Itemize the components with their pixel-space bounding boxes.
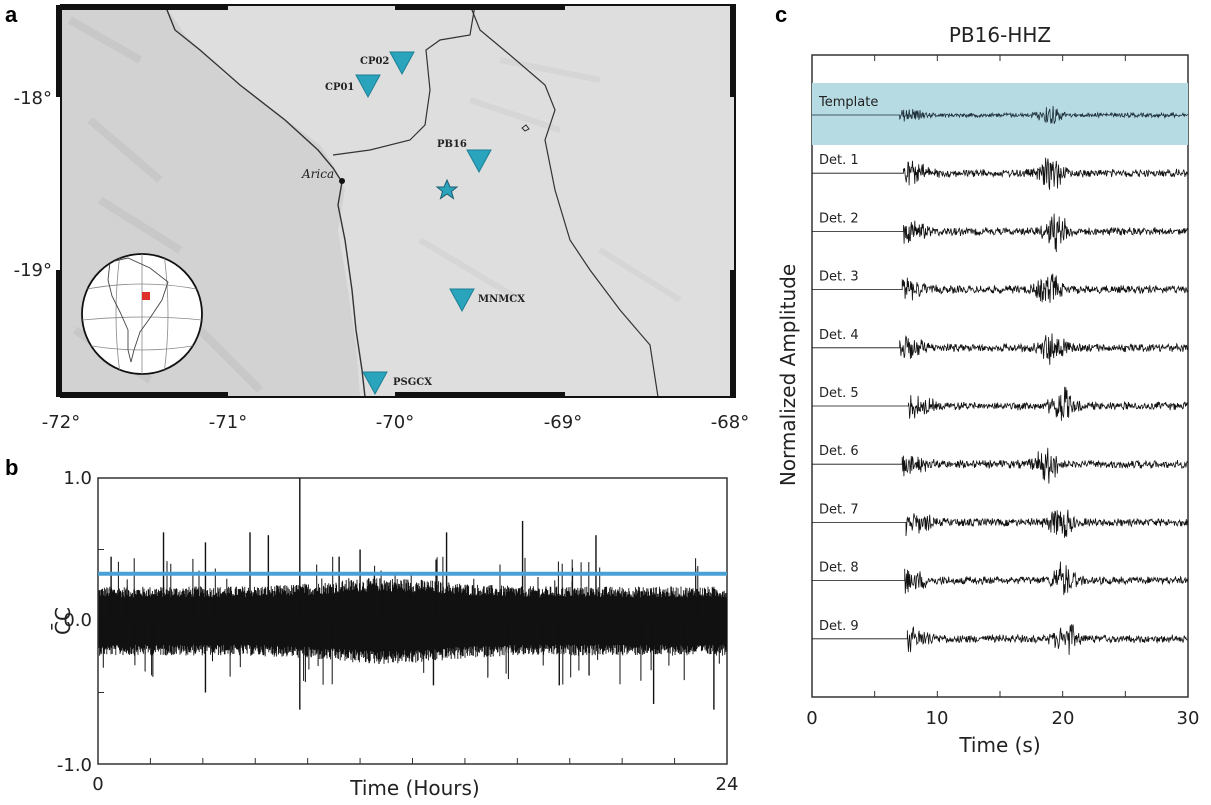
waveform-trace — [812, 333, 1189, 365]
coastline — [164, 5, 366, 397]
station-label-cp01: CP01 — [325, 82, 354, 93]
station-triangle-cp01 — [355, 74, 381, 99]
waveform-title: PB16-HHZ — [949, 23, 1051, 47]
waveform-trace — [812, 105, 1189, 124]
trace-label: Det. 5 — [819, 386, 859, 401]
waveform-trace — [812, 273, 1188, 303]
cc-noise-trace — [98, 556, 728, 685]
station-triangle-cp02 — [389, 51, 415, 76]
station-triangle-psgcx — [362, 371, 388, 396]
wf-x-tick: 30 — [1177, 708, 1200, 729]
y-tick-top: 1.0 — [63, 468, 92, 489]
wf-x-tick: 10 — [926, 708, 949, 729]
waveform-trace — [812, 561, 1189, 596]
lon-tick: -68° — [711, 412, 749, 433]
x-tick-end: 24 — [716, 774, 739, 795]
lon-tick: -70° — [376, 412, 414, 433]
cc-noise-band — [98, 578, 728, 664]
cc-chart: 1.0 0.0 -1.0 0 24 Time (Hours) C̄C — [50, 468, 738, 800]
waveform-trace — [812, 624, 1188, 655]
station-label-cp02: CP02 — [360, 56, 389, 67]
station-map: -72° -71° -70° -69° -68° -18° -19° Arica… — [14, 4, 749, 433]
lon-tick: -71° — [209, 412, 247, 433]
trace-label: Det. 1 — [819, 153, 859, 168]
waveform-trace — [812, 386, 1189, 421]
event-star-icon — [435, 178, 459, 200]
inset-globe — [81, 253, 203, 375]
y-tick-bottom: -1.0 — [57, 755, 92, 776]
panel-label-a: a — [5, 2, 18, 27]
trace-label: Template — [818, 95, 878, 110]
station-label-psgcx: PSGCX — [393, 377, 432, 388]
lat-tick: -19° — [14, 260, 52, 281]
station-label-pb16: PB16 — [437, 139, 467, 150]
inset-location-marker — [142, 292, 150, 300]
station-triangle-mnmcx — [449, 288, 475, 313]
waveform-plot-frame — [811, 54, 1189, 698]
waveform-trace — [812, 447, 1188, 484]
trace-label: Det. 6 — [819, 444, 859, 459]
trace-label: Det. 8 — [819, 561, 859, 576]
arica-dot — [339, 178, 345, 184]
waveform-trace — [812, 157, 1189, 190]
x-axis-title: Time (Hours) — [349, 776, 480, 800]
station-markers: CP02 CP01 PB16 MNMCX PSGCX — [325, 51, 525, 396]
y-axis-title: C̄C — [50, 607, 75, 635]
cc-spikes — [110, 478, 715, 710]
map-graticule-border — [56, 5, 735, 397]
waveform-traces — [812, 105, 1189, 655]
trace-label: Det. 9 — [819, 619, 859, 634]
waveform-trace — [812, 509, 1188, 538]
trace-label: Det. 4 — [819, 328, 859, 343]
city-label: Arica — [301, 167, 334, 181]
lon-tick: -69° — [544, 412, 582, 433]
wf-x-tick: 0 — [806, 708, 817, 729]
station-label-mnmcx: MNMCX — [478, 294, 525, 305]
wf-x-tick: 20 — [1052, 708, 1075, 729]
y-tick-mid: 0.0 — [63, 610, 92, 631]
trace-label: Det. 7 — [819, 502, 859, 517]
x-tick-start: 0 — [92, 774, 103, 795]
trace-label: Det. 3 — [819, 270, 859, 285]
peru-chile-border — [332, 5, 476, 156]
trace-label: Det. 2 — [819, 211, 859, 226]
waveform-trace — [812, 213, 1189, 253]
relief-shading — [68, 16, 263, 393]
lon-tick: -72° — [42, 412, 80, 433]
panel-label-b: b — [5, 455, 18, 480]
bolivia-chile-border — [469, 5, 659, 397]
station-triangle-pb16 — [466, 149, 492, 174]
cc-small-excursions — [102, 556, 720, 685]
wf-x-axis-title: Time (s) — [958, 733, 1040, 757]
panel-label-c: c — [775, 2, 787, 27]
waveform-chart: PB16-HHZ Template Det. 1 Det. 2 Det. 3 Det. … — [776, 23, 1199, 757]
lat-tick: -18° — [14, 88, 52, 109]
wf-y-axis-title: Normalized Amplitude — [776, 264, 800, 486]
